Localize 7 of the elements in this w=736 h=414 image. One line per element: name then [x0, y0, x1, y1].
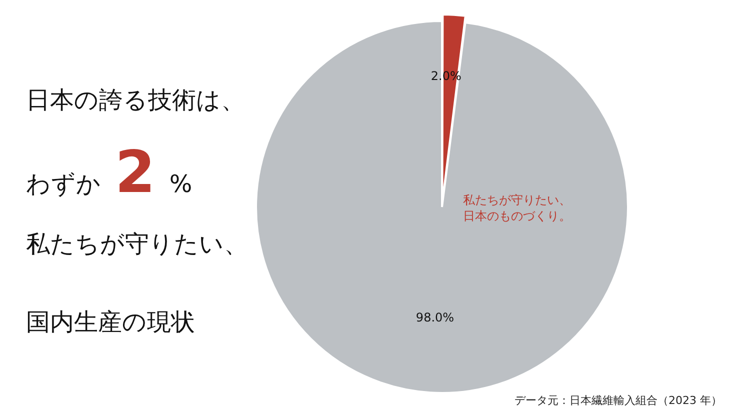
- text: 私たちが守りたい、: [26, 229, 248, 260]
- data-label: 98.0%: [416, 310, 454, 325]
- text: 国内生産の現状: [26, 307, 195, 338]
- text: 私たちが守りたい、: [463, 192, 571, 208]
- text: 日本の誇る技術は、: [26, 85, 245, 116]
- text: 日本のものづくり。: [463, 208, 571, 224]
- text: データ元：日本繊維輸入組合（2023 年）: [514, 393, 722, 408]
